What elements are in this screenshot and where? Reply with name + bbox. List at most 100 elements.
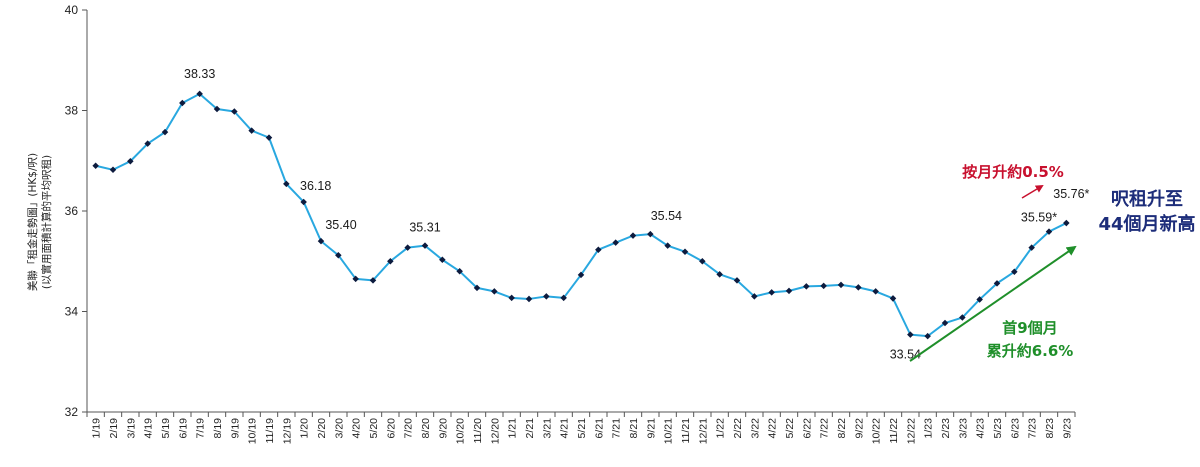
x-tick-label: 1/23 <box>923 418 935 439</box>
data-point <box>629 232 637 239</box>
data-point <box>907 331 914 338</box>
data-point <box>92 162 99 170</box>
monthly-change-label: 按月升約0.5% <box>962 163 1064 181</box>
data-point <box>109 166 117 174</box>
data-point <box>387 257 394 265</box>
x-tick-label: 5/23 <box>992 418 1004 439</box>
data-point <box>837 281 845 289</box>
x-tick-label: 8/21 <box>628 418 640 439</box>
x-tick-label: 11/22 <box>888 418 900 444</box>
data-label: 33.54 <box>890 348 921 362</box>
x-tick-label: 11/20 <box>472 418 484 444</box>
x-tick-label: 9/20 <box>437 418 449 439</box>
data-point <box>733 277 741 284</box>
data-point <box>248 127 255 134</box>
x-tick-label: 7/21 <box>611 418 623 439</box>
data-point <box>404 244 411 251</box>
x-tick-label: 1/19 <box>91 418 103 439</box>
data-point <box>508 294 515 302</box>
data-point <box>352 275 359 283</box>
monthly-change-arrow <box>1021 184 1044 199</box>
data-point <box>993 280 1001 287</box>
y-tick-label: 34 <box>65 305 79 319</box>
x-tick-label: 10/20 <box>455 418 467 444</box>
x-tick-label: 2/22 <box>732 418 744 439</box>
data-point <box>924 332 931 340</box>
x-tick-label: 7/19 <box>195 418 207 439</box>
x-tick-label: 10/19 <box>247 418 259 444</box>
x-tick-label: 6/22 <box>801 418 813 439</box>
x-tick-label: 11/19 <box>264 418 276 444</box>
annotations: 按月升約0.5% 首9個月 累升約6.6% 呎租升至 44個月新高 <box>909 163 1196 362</box>
x-tick-label: 4/19 <box>143 418 155 439</box>
data-point <box>855 284 862 291</box>
data-point <box>889 295 897 302</box>
x-tick-label: 7/23 <box>1027 418 1039 439</box>
x-tick-label: 3/23 <box>957 418 969 439</box>
data-point <box>283 180 290 188</box>
x-tick-label: 12/20 <box>489 418 501 444</box>
x-tick-label: 2/19 <box>108 418 120 439</box>
x-tick-label: 6/19 <box>177 418 189 439</box>
data-label: 35.40 <box>325 218 356 232</box>
x-axis-ticks: 1/19 2/19 3/19 4/19 5/19 6/19 7/19 8/19 9/19 10/1… <box>86 412 1076 444</box>
data-point <box>872 288 879 295</box>
data-point <box>161 128 169 136</box>
data-point <box>439 256 446 263</box>
series-line <box>95 92 1067 338</box>
data-point <box>716 271 723 278</box>
data-point <box>213 105 221 113</box>
data-point <box>127 157 134 165</box>
data-point <box>196 90 203 98</box>
data-point <box>681 248 689 255</box>
x-tick-label: 12/22 <box>905 418 917 444</box>
x-tick-label: 9/19 <box>229 418 241 439</box>
data-labels: 38.33 36.18 35.40 35.31 35.54 33.54 35.59* 35.7… <box>184 67 1090 362</box>
x-tick-label: 1/20 <box>299 418 311 439</box>
x-tick-label: 6/21 <box>593 418 605 439</box>
y-tick-label: 32 <box>65 405 79 419</box>
data-label: 36.18 <box>300 179 331 193</box>
data-point <box>785 287 793 295</box>
data-point <box>803 283 810 290</box>
x-tick-label: 3/19 <box>125 418 137 439</box>
data-point <box>699 257 706 265</box>
x-tick-label: 12/19 <box>281 418 293 444</box>
x-tick-label: 5/21 <box>576 418 588 439</box>
data-point <box>491 288 498 295</box>
data-point <box>317 237 325 245</box>
data-point <box>751 293 758 300</box>
x-tick-label: 5/19 <box>160 418 172 439</box>
series-line-group <box>95 92 1067 338</box>
cumulative-change-line2: 累升約6.6% <box>987 342 1074 360</box>
data-point <box>265 134 273 141</box>
data-point <box>473 284 481 292</box>
cumulative-change-arrow <box>909 245 1077 362</box>
x-tick-label: 6/20 <box>385 418 397 439</box>
data-point <box>421 242 429 249</box>
x-tick-label: 9/21 <box>645 418 657 439</box>
cumulative-change-line1: 首9個月 <box>1002 319 1057 337</box>
x-tick-label: 11/21 <box>680 418 692 444</box>
x-tick-label: 8/22 <box>836 418 848 439</box>
data-point <box>144 140 151 147</box>
x-tick-label: 9/22 <box>853 418 865 439</box>
x-tick-label: 1/22 <box>715 418 727 439</box>
x-tick-label: 12/21 <box>697 418 709 444</box>
x-tick-label: 2/21 <box>524 418 536 439</box>
data-label: 35.31 <box>409 221 440 235</box>
data-label: 35.54 <box>651 209 682 223</box>
y-tick-label: 40 <box>65 3 79 17</box>
y-axis-label: 美聯「租金走勢圖」(HK$/呎) <box>26 153 39 291</box>
x-tick-label: 4/22 <box>767 418 779 439</box>
y-tick-label: 36 <box>65 204 79 218</box>
x-tick-label: 2/20 <box>316 418 328 439</box>
y-tick-label: 38 <box>65 104 79 118</box>
data-point <box>647 230 654 238</box>
data-points <box>92 90 1070 340</box>
data-point <box>612 239 619 246</box>
x-tick-label: 6/23 <box>1009 418 1021 439</box>
y-axis-sublabel: (以實用面積計算的平均呎租) <box>40 155 53 289</box>
x-tick-label: 3/21 <box>541 418 553 439</box>
